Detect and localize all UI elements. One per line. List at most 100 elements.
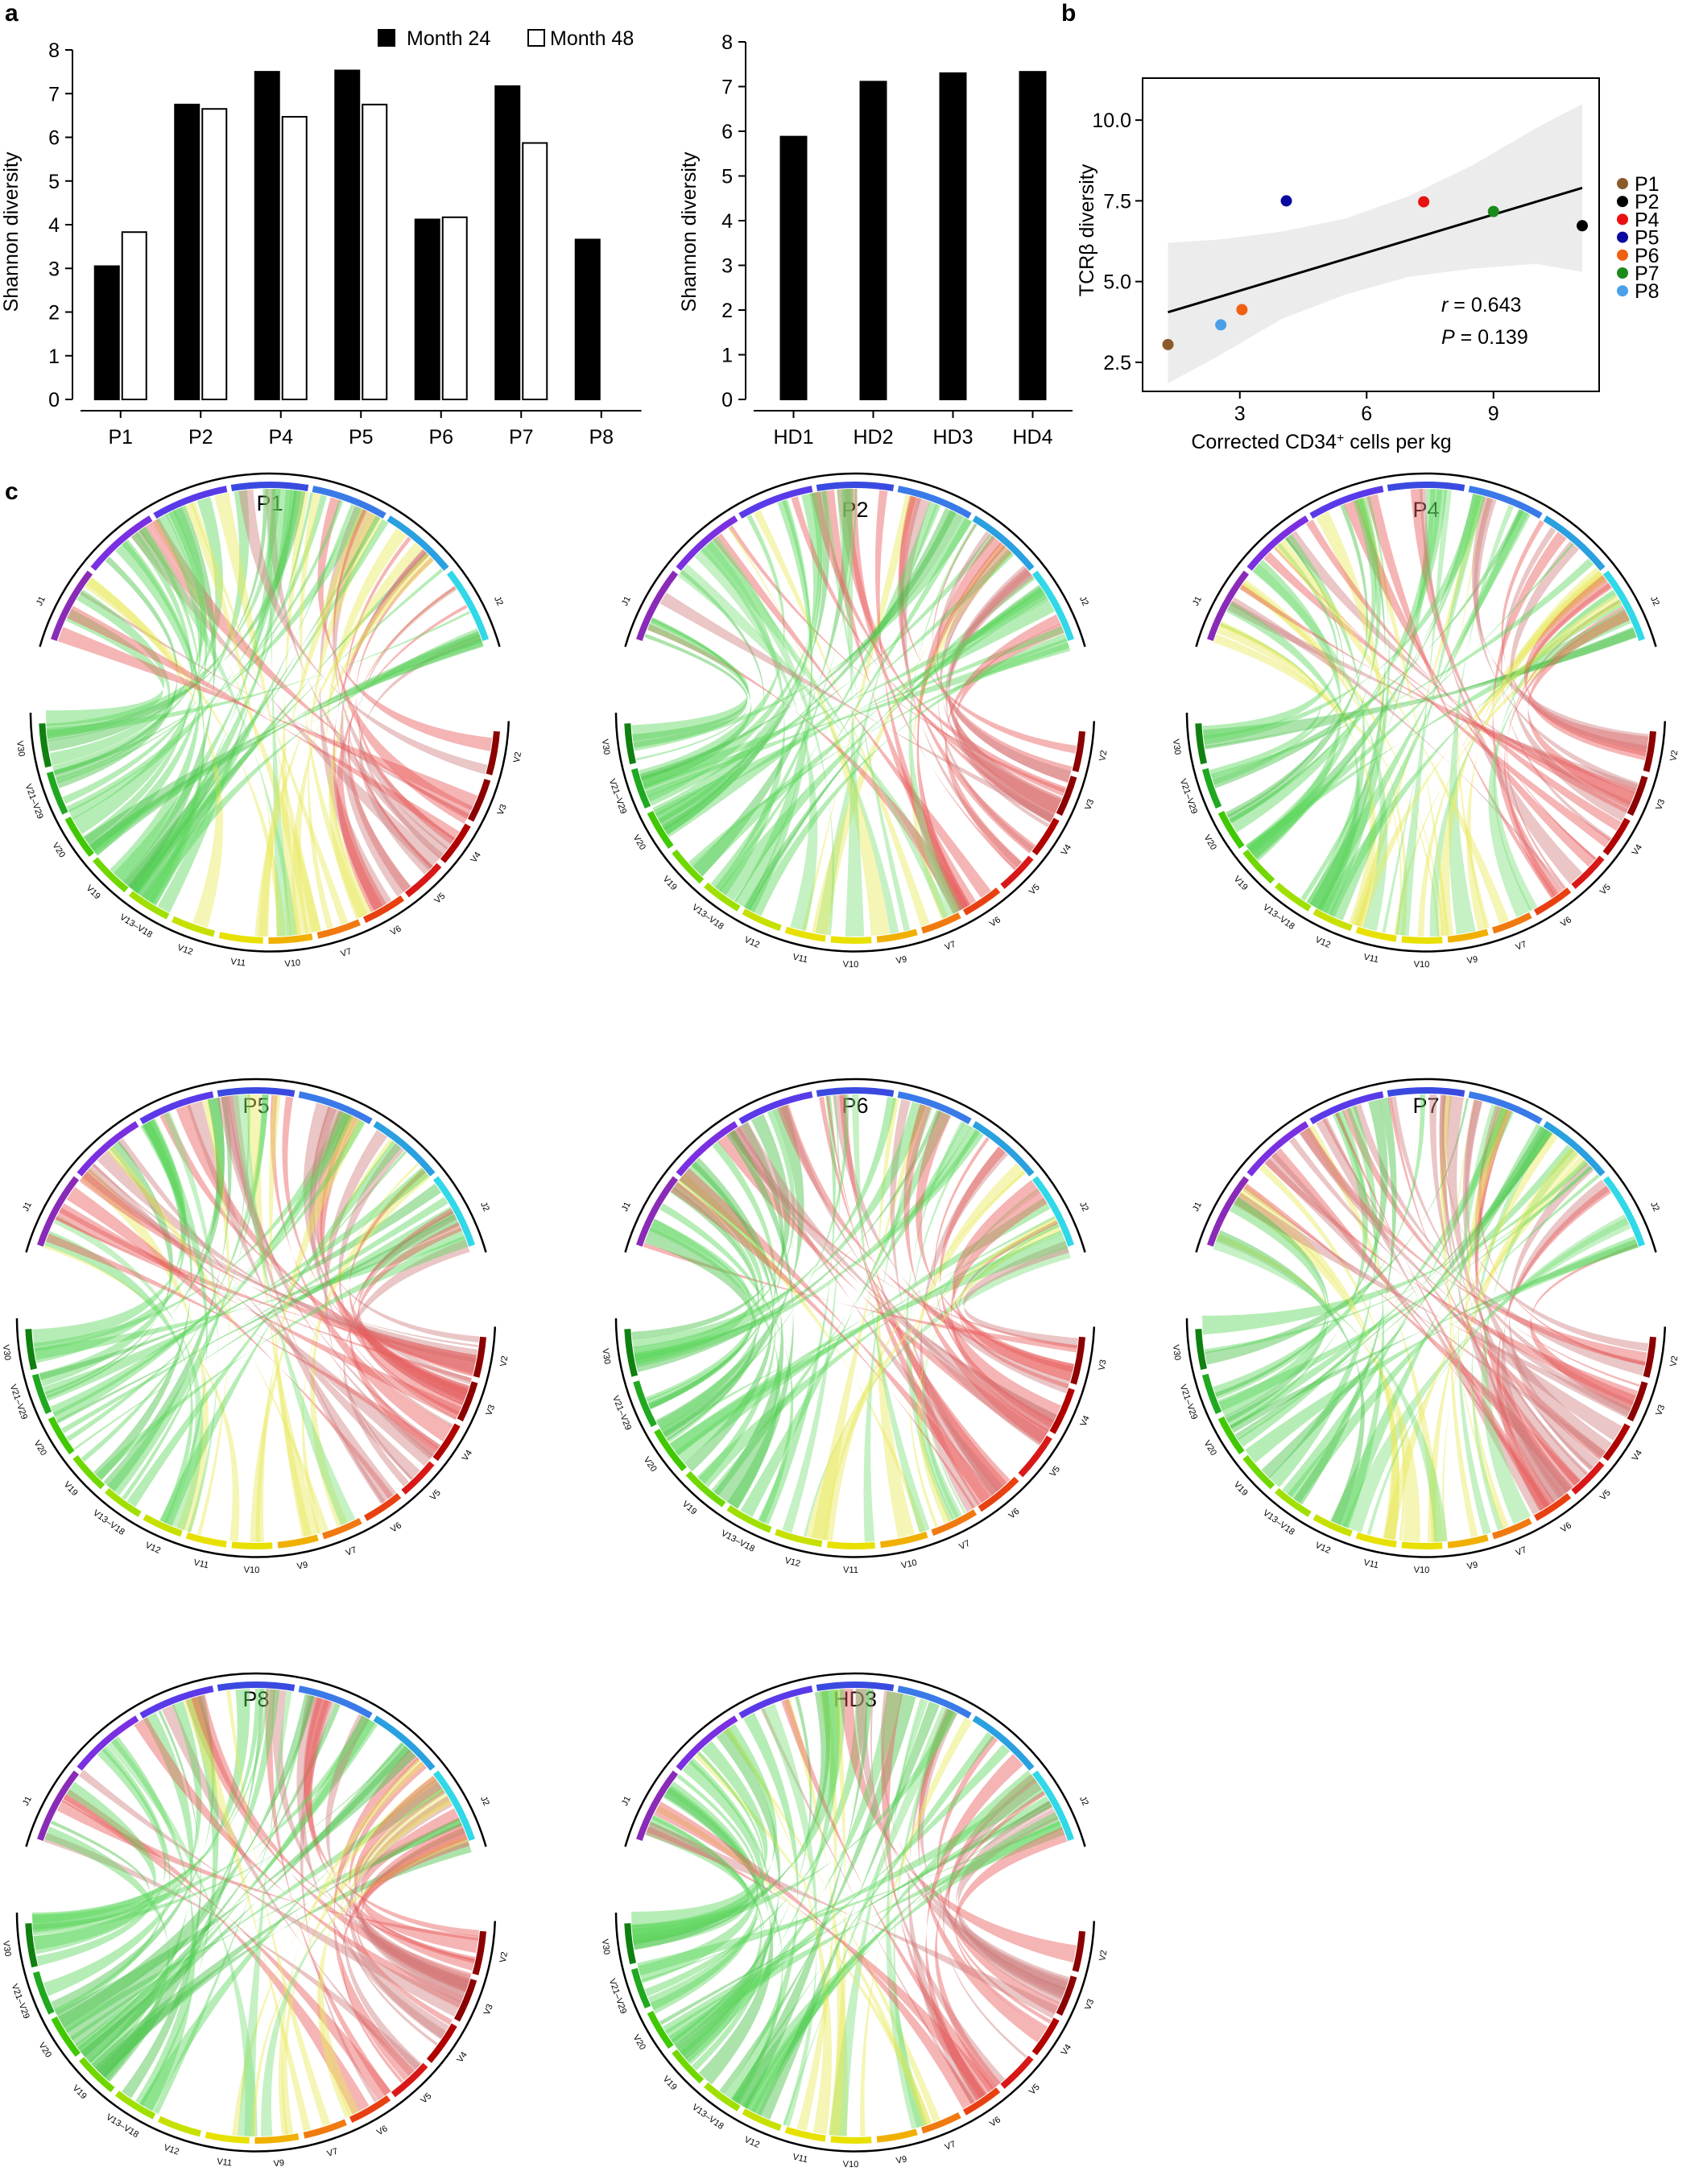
j-label: J2 [492, 595, 505, 608]
v-label: V12 [176, 943, 194, 958]
v-label: V2 [1668, 1355, 1680, 1367]
x-axis-label: Corrected CD34+ cells per kg [1191, 431, 1451, 453]
v-segment [1201, 1373, 1222, 1415]
ribbon [934, 1137, 1054, 1428]
bar-HD1-month24 [779, 135, 808, 400]
ribbon [32, 1820, 150, 1930]
ribbon [925, 1753, 1023, 2101]
bar-P5-month24 [334, 69, 361, 400]
y-tick-label: 6 [721, 121, 733, 143]
ribbon [1225, 1197, 1329, 1423]
confidence-band [1168, 104, 1582, 383]
v-label: V19 [70, 2083, 88, 2101]
ribbon [662, 492, 823, 835]
v-segment [1602, 817, 1631, 856]
ribbon [91, 1818, 462, 2078]
ribbon [303, 1102, 472, 1385]
ribbon [815, 503, 939, 935]
v-label: V5 [432, 891, 447, 906]
ribbon [645, 1822, 1059, 2019]
bar-P2-month24 [174, 103, 200, 400]
ribbon [650, 1760, 764, 2011]
v-segment [254, 2133, 300, 2145]
v-segment [1571, 855, 1605, 889]
ribbon [1330, 1123, 1549, 1528]
outer-arc-v [29, 712, 511, 953]
v-segment [303, 2119, 347, 2139]
j-segment [972, 515, 1035, 571]
ribbon [66, 1186, 394, 1499]
j-segment [432, 1770, 475, 1841]
v-label: V4 [1078, 1414, 1091, 1428]
ribbon [963, 1240, 1078, 1346]
v-label: V4 [469, 850, 483, 865]
v-label: V3 [1097, 1359, 1108, 1371]
legend-dot-P6 [1617, 249, 1628, 261]
ribbon [1213, 1242, 1448, 1542]
ribbon [246, 1094, 320, 1537]
v-label: V2 [1668, 750, 1680, 762]
point-P8 [1215, 319, 1227, 331]
ribbon [190, 501, 349, 925]
v-label: V11 [1362, 953, 1379, 966]
panel-label-a: a [5, 0, 19, 27]
v-segment [31, 1373, 52, 1415]
ribbon [1246, 610, 1631, 853]
legend-label-P5: P5 [1635, 227, 1660, 250]
ribbon [1457, 498, 1491, 929]
v-label: V4 [1631, 1449, 1644, 1463]
j-segment [1387, 482, 1465, 491]
outer-arc-v [1185, 712, 1667, 953]
ribbon [713, 533, 991, 898]
ribbon [1457, 1104, 1500, 1535]
ribbon [83, 532, 192, 845]
v-segment [1049, 1388, 1075, 1434]
legend-swatch-month24 [378, 29, 395, 47]
j-segment [676, 515, 738, 571]
ribbon [837, 489, 865, 937]
j-label: J1 [21, 1795, 34, 1808]
y-tick-label: 3 [721, 255, 733, 278]
ribbon [43, 1701, 202, 1996]
v-label: V21–V29 [607, 1978, 628, 2016]
ribbon [954, 1827, 1068, 2030]
ribbon [936, 1735, 1060, 2014]
y-tick-label: 3 [48, 258, 60, 280]
ribbon [56, 1745, 416, 2027]
v-segment [685, 1470, 726, 1508]
ribbon [953, 1180, 1074, 1382]
j-segment [1468, 1091, 1543, 1125]
j-segment [816, 1087, 895, 1097]
chord-title: P8 [242, 1687, 269, 1711]
j-label: J1 [1191, 595, 1204, 608]
v-segment [185, 1532, 227, 1548]
ribbon [187, 1101, 397, 1504]
j-segment [76, 1121, 139, 1177]
ribbon [1233, 1192, 1631, 1418]
ribbon [886, 1698, 928, 2129]
y-tick-label: 6 [48, 127, 60, 150]
ribbons [631, 489, 1077, 937]
v-label: V13–V18 [104, 2112, 140, 2140]
j-segment [217, 1681, 296, 1691]
x-tick-label: 6 [1361, 403, 1372, 425]
ribbon [667, 1140, 776, 1443]
ribbon [1335, 1111, 1384, 1528]
ribbon [753, 510, 930, 927]
ribbon [796, 1690, 837, 2132]
ribbon [905, 1121, 965, 1522]
y-tick-label: 7 [721, 77, 733, 99]
ribbon [726, 1727, 833, 2135]
ribbon [881, 1691, 987, 2100]
ribbon [296, 1694, 446, 2040]
ribbon [679, 1168, 994, 1504]
ribbon [669, 1197, 1051, 1455]
chord-title: P4 [1412, 498, 1439, 522]
v-segment [624, 723, 637, 765]
panel-label-c: c [5, 478, 19, 505]
legend-dot-P7 [1617, 267, 1628, 279]
ribbon [132, 519, 389, 894]
ribbon [1317, 496, 1390, 916]
v-label: V4 [461, 1449, 474, 1463]
v-label: V10 [1414, 960, 1430, 970]
